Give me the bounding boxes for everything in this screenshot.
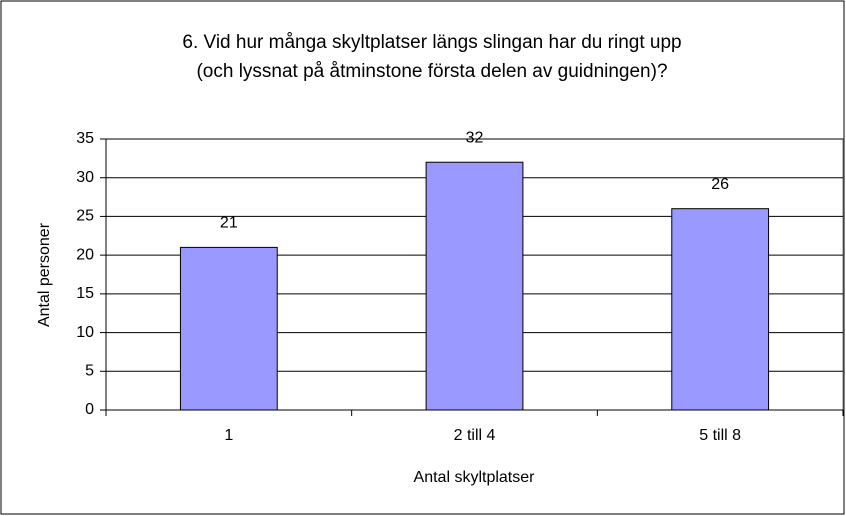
y-axis-label: Antal personer (36, 222, 53, 327)
x-tick-label: 5 till 8 (699, 427, 741, 444)
y-tick-label: 35 (76, 130, 94, 147)
bar (671, 208, 770, 411)
data-label: 26 (711, 176, 729, 193)
y-tick-label: 0 (85, 401, 94, 418)
y-tick-label: 30 (76, 169, 94, 186)
data-label: 21 (220, 215, 238, 232)
y-tick-label: 15 (76, 285, 94, 302)
y-tick-label: 25 (76, 208, 94, 225)
chart-title: (och lyssnat på åtminstone första delen … (196, 61, 667, 82)
bar (425, 161, 524, 411)
y-tick-label: 10 (76, 324, 94, 341)
y-tick-label: 20 (76, 246, 94, 263)
bar (179, 246, 278, 411)
x-axis-label: Antal skyltplatser (414, 469, 536, 486)
data-label: 32 (466, 129, 484, 146)
y-tick-label: 5 (85, 363, 94, 380)
x-tick-label: 1 (224, 427, 233, 444)
x-tick-label: 2 till 4 (454, 427, 496, 444)
chart-title: 6. Vid hur många skyltplatser längs slin… (182, 32, 681, 53)
